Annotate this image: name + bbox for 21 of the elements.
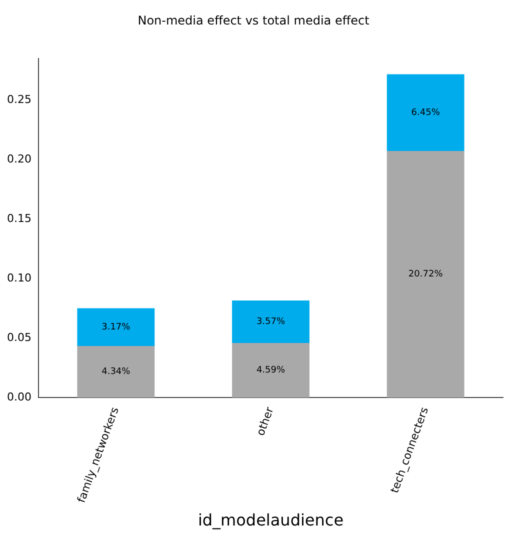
- data-label: 3.57%: [256, 317, 286, 328]
- data-label: 4.34%: [102, 367, 131, 378]
- bar: [386, 151, 464, 398]
- x-tick-label: other: [254, 404, 276, 438]
- bar: [232, 342, 310, 398]
- text: 0.10: [6, 271, 32, 284]
- bar: [386, 74, 464, 151]
- text: 0.20: [6, 152, 32, 166]
- data-label: 3.17%: [102, 322, 131, 332]
- text: 0.15: [6, 212, 32, 225]
- data-label: 4.59%: [256, 366, 286, 376]
- text: 0.05: [6, 330, 32, 344]
- bar: [232, 300, 310, 343]
- text: 0.25: [6, 92, 32, 106]
- bar: [77, 308, 155, 346]
- x-axis-title: id_modelaudience: [198, 510, 344, 530]
- bar: [77, 346, 155, 398]
- chart-title: Non-media effect vs total media effect: [138, 13, 370, 28]
- data-label: 20.72%: [408, 270, 444, 280]
- text: 0.00: [6, 390, 32, 404]
- data-label: 6.45%: [411, 108, 440, 118]
